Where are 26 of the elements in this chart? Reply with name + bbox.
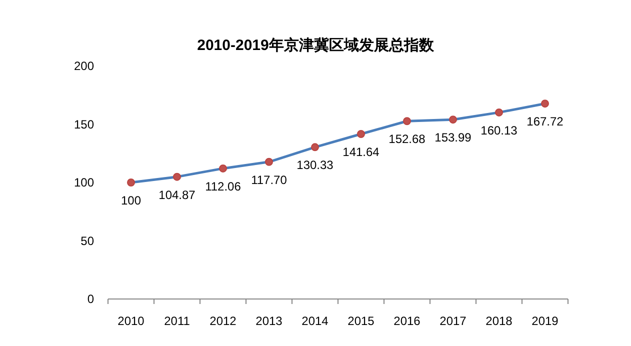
y-tick-label: 200 xyxy=(74,59,94,73)
text: 160.13 xyxy=(480,123,518,138)
y-tick-label: 150 xyxy=(74,117,94,132)
x-tick-label: 2013 xyxy=(256,314,283,328)
x-tick-label: 2017 xyxy=(440,314,467,328)
y-tick-label: 0 xyxy=(87,292,94,306)
x-tick-label: 2011 xyxy=(164,314,190,328)
x-tick-label: 2010 xyxy=(118,314,145,328)
text: 117.70 xyxy=(251,172,287,187)
text: 153.99 xyxy=(434,130,472,145)
x-tick-label: 2019 xyxy=(532,314,559,328)
chart-title: 2010-2019年京津冀区域发展总指数 xyxy=(197,36,435,54)
x-tick-label: 2014 xyxy=(302,314,329,328)
text: 152.68 xyxy=(388,132,426,146)
text: 100 xyxy=(120,194,142,208)
x-tick-label: 2016 xyxy=(394,314,421,328)
text: 104.87 xyxy=(158,188,196,202)
x-tick-label: 2015 xyxy=(348,314,375,328)
x-tick-label: 2012 xyxy=(210,314,237,328)
y-tick-label: 50 xyxy=(80,234,94,248)
text: 167.72 xyxy=(526,114,564,129)
text: 141.64 xyxy=(342,144,380,159)
y-tick-label: 100 xyxy=(74,176,94,190)
x-tick-label: 2018 xyxy=(486,314,513,328)
text: 130.33 xyxy=(296,158,334,172)
text: 112.06 xyxy=(205,179,241,194)
